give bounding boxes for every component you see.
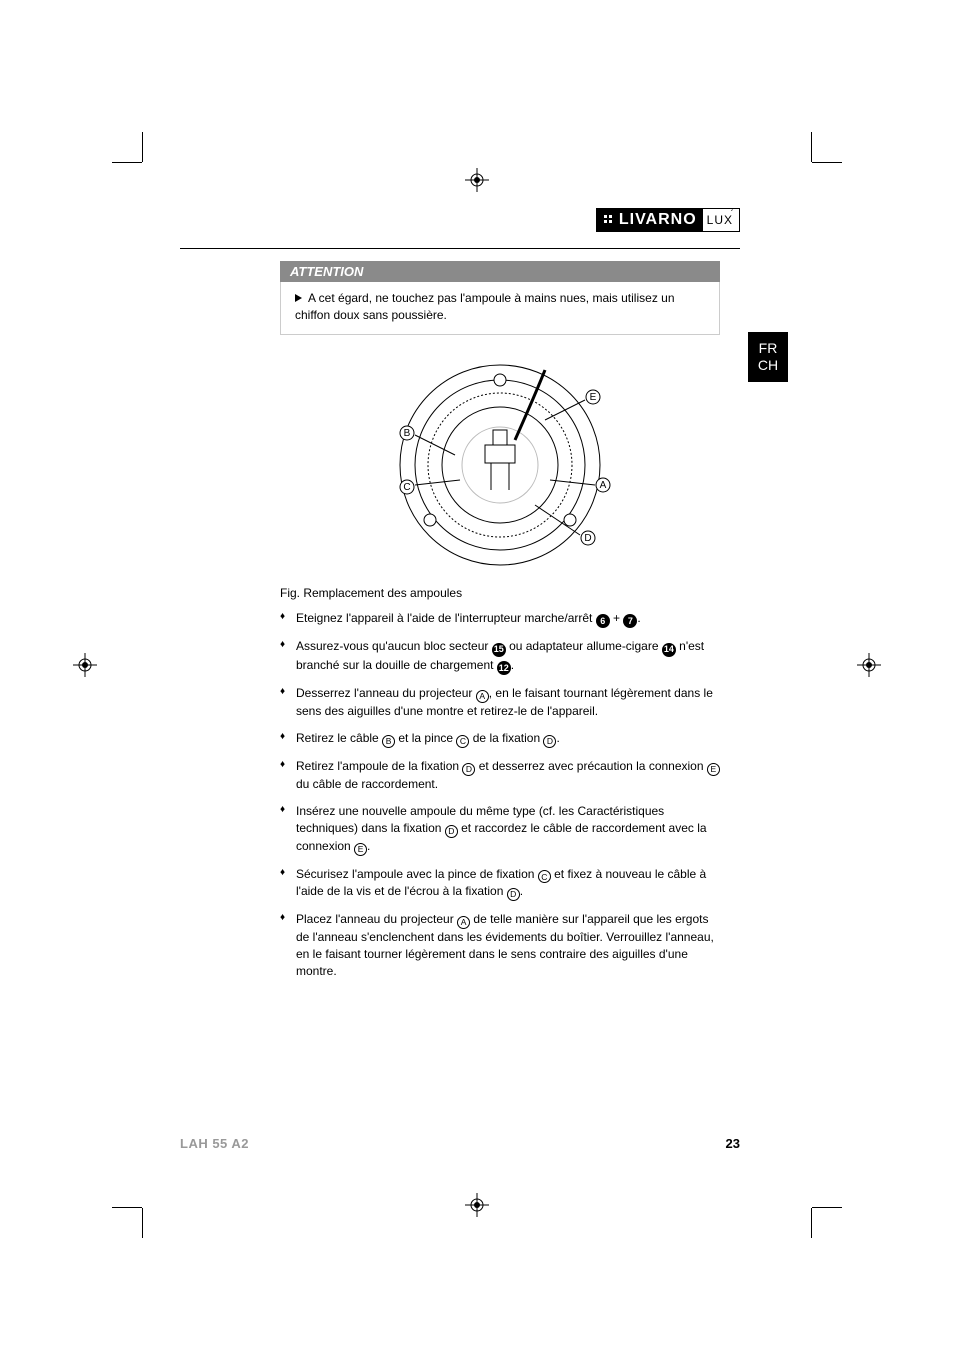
brand-logo: LIVARNO LUX ´ [596,208,740,232]
ref-letter-A: A [457,916,470,929]
step-item: Eteignez l'appareil à l'aide de l'interr… [280,610,720,629]
registration-mark-icon [465,1193,489,1217]
language-tab: FR CH [748,332,788,382]
step-item: Sécurisez l'ampoule avec la pince de fix… [280,866,720,901]
footer-page-number: 23 [726,1136,740,1151]
lang-ch: CH [748,357,788,374]
step-item: Assurez-vous qu'aucun bloc secteur 15 ou… [280,638,720,675]
page: LIVARNO LUX ´ FR CH ATTENTION A cet égar… [180,220,740,991]
ref-letter-E: E [707,763,720,776]
ref-letter-D: D [445,825,458,838]
ref-badge-12: 12 [497,661,511,675]
crop-mark [142,1208,143,1238]
attention-text: A cet égard, ne touchez pas l'ampoule à … [295,291,675,322]
triangle-bullet-icon [295,294,302,302]
page-footer: LAH 55 A2 23 [180,1136,740,1151]
ref-letter-E: E [354,843,367,856]
bulb-replacement-figure: B C E A D [280,345,720,580]
svg-text:A: A [600,480,607,491]
ref-letter-D: D [543,735,556,748]
ref-letter-C: C [538,870,551,883]
svg-text:B: B [404,428,411,439]
crop-mark [812,1207,842,1208]
svg-text:E: E [590,392,597,403]
brand-dots-icon [603,214,615,226]
steps-list: Eteignez l'appareil à l'aide de l'interr… [280,610,720,981]
step-item: Retirez l'ampoule de la fixation D et de… [280,758,720,793]
header-rule [180,248,740,249]
crop-mark [811,132,812,162]
ref-letter-D: D [462,763,475,776]
figure-caption: Fig. Remplacement des ampoules [280,586,720,600]
crop-mark [142,132,143,162]
registration-mark-icon [465,168,489,192]
crop-mark [811,1208,812,1238]
lang-fr: FR [748,340,788,357]
attention-body: A cet égard, ne touchez pas l'ampoule à … [280,282,720,335]
ref-letter-B: B [382,735,395,748]
crop-mark [812,162,842,163]
step-item: Retirez le câble B et la pince C de la f… [280,730,720,748]
ref-letter-D: D [507,888,520,901]
ref-letter-A: A [476,690,489,703]
registration-mark-icon [73,653,97,677]
crop-mark [112,1207,142,1208]
ref-badge-14: 14 [662,643,676,657]
svg-text:C: C [403,482,410,493]
ref-letter-C: C [456,735,469,748]
brand-suffix: LUX [707,213,733,227]
footer-model: LAH 55 A2 [180,1136,249,1151]
ref-badge-15: 15 [492,643,506,657]
attention-heading: ATTENTION [280,261,720,282]
step-item: Placez l'anneau du projecteur A de telle… [280,911,720,981]
ref-badge-7: 7 [623,614,637,628]
crop-mark [112,162,142,163]
step-item: Desserrez l'anneau du projecteur A, en l… [280,685,720,720]
registration-mark-icon [857,653,881,677]
brand-name: LIVARNO [619,211,697,229]
ref-badge-6: 6 [596,614,610,628]
svg-text:D: D [584,533,591,544]
content-area: ATTENTION A cet égard, ne touchez pas l'… [280,261,720,981]
step-item: Insérez une nouvelle ampoule du même typ… [280,803,720,856]
